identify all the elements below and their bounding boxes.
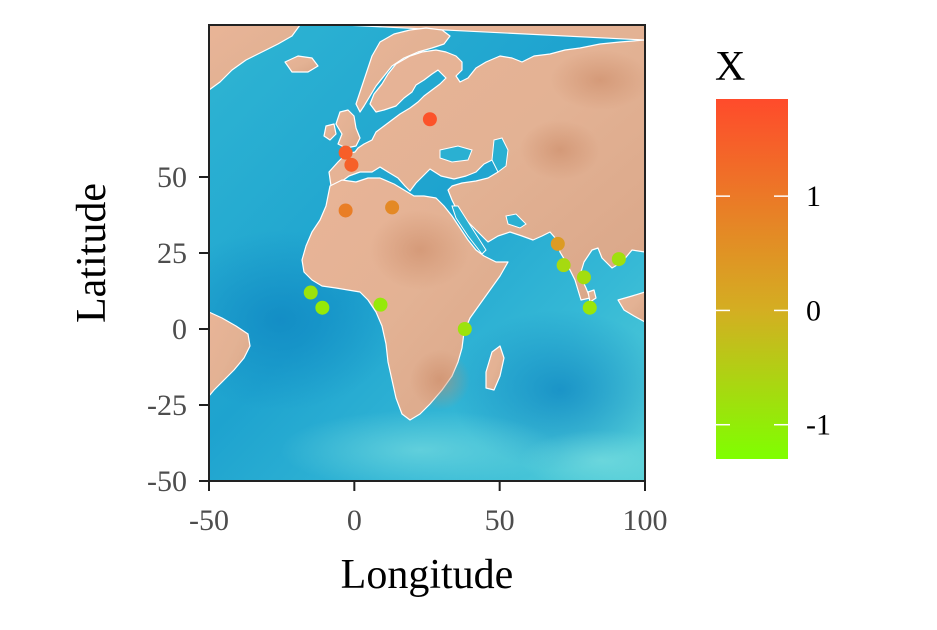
greenland [209, 25, 301, 91]
x-axis: -50 0 50 100 [189, 482, 668, 537]
caspian-sea [491, 137, 509, 173]
x-tick-label: 100 [623, 504, 668, 537]
land-shading [410, 350, 470, 410]
southeast-asia [617, 291, 645, 323]
legend: X 1 0 -1 [715, 44, 831, 459]
land-shading [370, 210, 470, 290]
colorbar-tick-label: 1 [806, 180, 821, 213]
madagascar [485, 345, 505, 391]
red-sea [451, 205, 487, 255]
y-tick-label: 50 [157, 161, 187, 194]
points-layer [303, 112, 626, 336]
land-shading [550, 50, 645, 110]
data-point [344, 157, 359, 172]
data-point [315, 300, 330, 315]
data-point [550, 236, 565, 251]
ocean-shading [280, 410, 560, 481]
y-axis-label: Latitude [69, 183, 115, 323]
data-point [556, 258, 571, 273]
x-tick-label: 50 [485, 504, 515, 537]
data-point [457, 322, 472, 336]
colorbar [716, 99, 788, 459]
legend-title: X [715, 44, 745, 90]
y-tick-label: -50 [147, 465, 187, 498]
colorbar-tick-label: -1 [806, 409, 831, 442]
data-point [338, 203, 353, 218]
sri-lanka [587, 289, 597, 303]
panel-border [208, 24, 646, 482]
y-tick-label: -25 [147, 389, 187, 422]
data-point [422, 112, 437, 127]
data-point [303, 285, 318, 300]
south-america [209, 311, 251, 397]
black-sea [439, 145, 473, 163]
data-point [582, 300, 597, 315]
scandinavia [355, 27, 451, 113]
ocean-shading [520, 430, 645, 481]
x-axis-label: Longitude [341, 552, 514, 598]
map-panel [209, 25, 645, 481]
x-tick-label: -50 [189, 504, 229, 537]
data-point [385, 200, 400, 215]
inland-water [439, 137, 527, 255]
y-tick-label: 0 [172, 313, 187, 346]
data-point [338, 145, 353, 160]
data-point [373, 297, 388, 312]
colorbar-ticks: 1 0 -1 [716, 180, 831, 442]
colorbar-tick-label: 0 [806, 294, 821, 327]
y-tick-label: 25 [157, 237, 187, 270]
great-britain [335, 109, 361, 149]
iceland [284, 55, 319, 73]
data-point [611, 252, 626, 267]
y-axis: -50 -25 0 25 50 [147, 161, 208, 498]
land-shading [520, 120, 600, 180]
x-tick-label: 0 [347, 504, 362, 537]
persian-gulf [505, 213, 527, 229]
data-point [576, 270, 591, 285]
ireland [323, 123, 337, 141]
